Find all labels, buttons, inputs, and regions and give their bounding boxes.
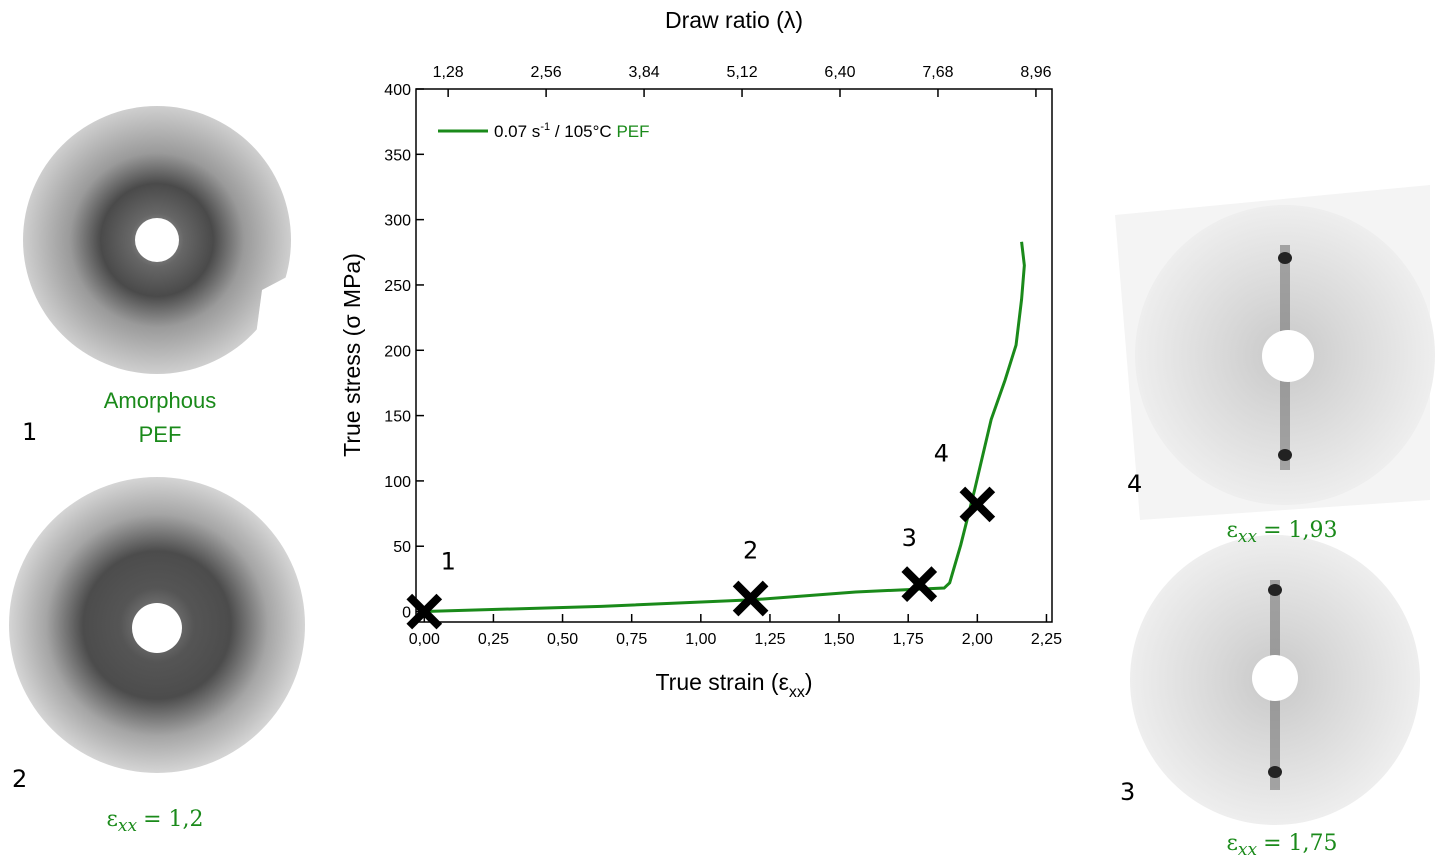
label: ) (805, 669, 813, 695)
x-tick-label: 1,75 (893, 631, 924, 648)
x-axis-title: True strain (εxx) (655, 669, 812, 701)
y-axis-title: True stress (σ MPa) (339, 253, 365, 457)
diffraction-image-2 (9, 477, 305, 773)
marker-x (406, 593, 443, 630)
subscript: xx (1238, 527, 1258, 547)
panel-caption: εxx = 1,75 (1226, 831, 1337, 859)
marker-label: 4 (934, 439, 949, 467)
y-tick-label: 400 (384, 82, 411, 99)
symbol: ε (1226, 831, 1237, 856)
y-tick-label: 0 (402, 605, 411, 622)
y-tick-label: 300 (384, 213, 411, 230)
x2-tick-label: 6,40 (824, 64, 855, 81)
value: = 1,2 (143, 807, 203, 832)
panel-caption: εxx = 1,2 (106, 807, 203, 836)
x-tick-label: 0,00 (409, 631, 440, 648)
marker-x (959, 486, 996, 523)
line-series (424, 241, 1026, 614)
plot-frame (415, 88, 1053, 623)
subscript: xx (789, 684, 805, 701)
x2-tick-label: 5,12 (726, 64, 757, 81)
y-tick-label: 200 (384, 343, 411, 360)
x-tick-label: 0,50 (547, 631, 578, 648)
y-tick-label: 350 (384, 147, 411, 164)
top-axis-title: Draw ratio (λ) (665, 7, 803, 33)
panel-number: 4 (1127, 470, 1142, 498)
value: = 1,75 (1263, 831, 1337, 856)
x2-tick-label: 3,84 (629, 64, 660, 81)
x-tick-label: 1,50 (824, 631, 855, 648)
legend-entry: 0.07 s-1 / 105°C PEF (494, 121, 650, 141)
symbol: ε (1226, 518, 1237, 543)
panel-caption: Amorphous (104, 388, 217, 413)
panel-number: 3 (1120, 778, 1135, 806)
x2-tick-label: 8,96 (1020, 64, 1051, 81)
panel-caption: εxx = 1,93 (1226, 518, 1337, 547)
x2-tick-label: 7,68 (922, 64, 953, 81)
x-tick-label: 2,25 (1031, 631, 1062, 648)
legend-text: / 105°C (550, 122, 616, 141)
marker-label: 2 (743, 536, 758, 564)
label: True strain (ε (655, 669, 788, 695)
x-tick-label: 1,25 (754, 631, 785, 648)
x-tick-label: 2,00 (962, 631, 993, 648)
legend-material: PEF (616, 122, 649, 141)
marker-x (732, 580, 769, 617)
x-tick-label: 0,75 (616, 631, 647, 648)
y-tick-label: 150 (384, 409, 411, 426)
legend-superscript: -1 (540, 121, 550, 133)
panel-number: 1 (22, 418, 37, 446)
x-tick-label: 1,00 (685, 631, 716, 648)
value: = 1,93 (1263, 518, 1337, 543)
marker-label: 3 (902, 524, 917, 552)
panel-number: 2 (12, 765, 27, 793)
x2-tick-label: 2,56 (531, 64, 562, 81)
symbol: ε (106, 807, 117, 832)
subscript: xx (1238, 840, 1258, 859)
legend-text: 0.07 s (494, 122, 540, 141)
x-tick-label: 0,25 (478, 631, 509, 648)
y-tick-label: 50 (393, 539, 411, 556)
y-tick-label: 250 (384, 278, 411, 295)
chart: Draw ratio (λ) True strain (εxx) True st… (339, 7, 1062, 701)
diffraction-image-4 (1115, 185, 1435, 520)
marker-label: 1 (441, 548, 456, 576)
panel-caption: PEF (139, 422, 182, 447)
x2-tick-label: 1,28 (433, 64, 464, 81)
diffraction-image-3 (1130, 535, 1420, 825)
y-tick-label: 100 (384, 474, 411, 491)
subscript: xx (118, 816, 138, 836)
marker-x (901, 566, 938, 602)
diffraction-image-1 (23, 106, 300, 380)
